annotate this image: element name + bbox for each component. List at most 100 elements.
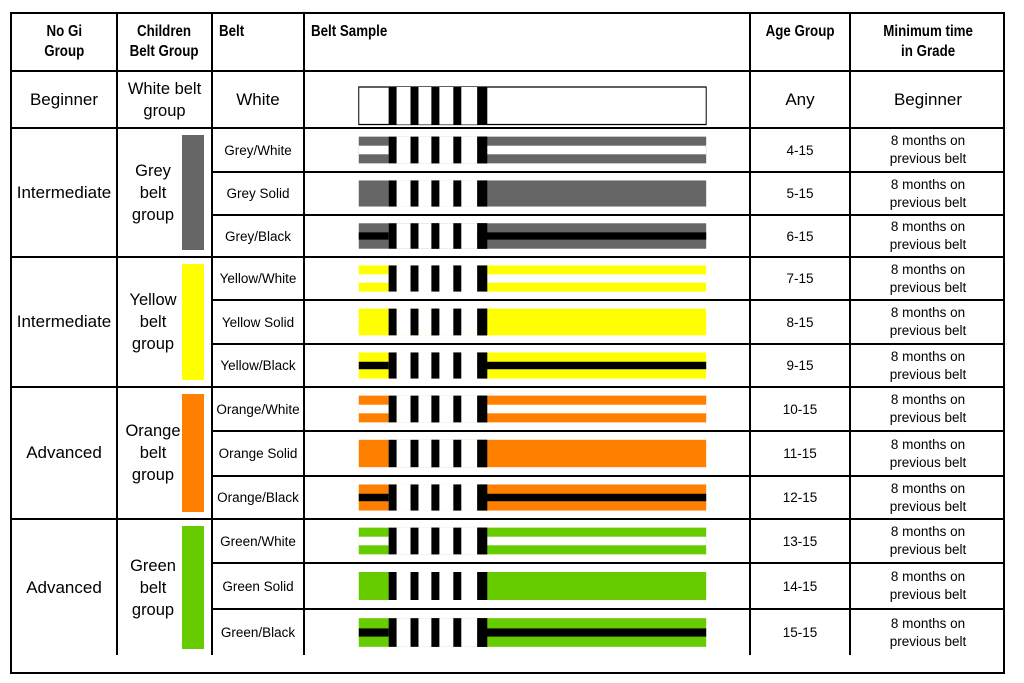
belt-rank-tip (477, 484, 488, 511)
minimum-time-cell: 8 months on previous belt (851, 477, 1005, 520)
minimum-time-cell: 8 months on previous belt (851, 564, 1005, 610)
belt-name: Yellow Solid (221, 314, 295, 330)
belt-rank-tip (431, 265, 440, 292)
belt-rank-tip (453, 527, 462, 555)
belt-sample-cell (305, 564, 751, 610)
belt-sample-graphic (358, 618, 707, 647)
belt-rank-tip (477, 87, 488, 125)
belt-rank-tip (388, 572, 397, 600)
belt-sample-graphic (358, 572, 707, 600)
age-group-value: 8-15 (786, 314, 814, 330)
belt-name: White (236, 89, 280, 109)
belt-rank-tip (477, 439, 488, 468)
belt-name-cell: Green Solid (213, 564, 305, 610)
belt-rank-tip (388, 308, 397, 336)
belt-center-stripe (358, 536, 707, 546)
belt-sample-cell (305, 610, 751, 655)
belt-center-stripe (358, 628, 707, 637)
belt-sample-cell (305, 432, 751, 477)
belt-sample-cell (305, 345, 751, 388)
belt-name-cell: Orange Solid (213, 432, 305, 477)
children-belt-group-cell: Orange belt group (118, 388, 213, 520)
belt-name-cell: Yellow/Black (213, 345, 305, 388)
belt-sample-cell (305, 301, 751, 345)
belt-name-cell: Grey/Black (213, 216, 305, 258)
belt-name: Orange/Black (217, 490, 299, 505)
belt-rank-tip (477, 618, 488, 647)
belt-rank-tip (453, 395, 462, 423)
age-group-value: 9-15 (786, 358, 814, 373)
minimum-time-cell: 8 months on previous belt (851, 216, 1005, 258)
children-belt-group-label: Grey belt group (131, 161, 175, 224)
belt-rank-tip (453, 352, 462, 379)
minimum-time-cell: 8 months on previous belt (851, 610, 1005, 655)
age-group-value: 10-15 (782, 401, 818, 417)
minimum-time-value: 8 months on previous belt (889, 436, 967, 470)
group-color-swatch (182, 526, 204, 649)
belt-sample-graphic (358, 86, 707, 126)
belt-sample-graphic (358, 136, 707, 164)
belt-rank-tip (410, 265, 419, 292)
minimum-time-value: 8 months on previous belt (889, 569, 967, 602)
belt-sample-graphic (358, 484, 707, 511)
belt-rank-tip (388, 87, 397, 125)
belt-rank-tip (388, 395, 397, 423)
no-gi-group-cell: Advanced (12, 520, 118, 655)
belt-rank-tip (453, 618, 462, 647)
belt-name: Grey/Black (224, 228, 292, 244)
belt-name-cell: Green/White (213, 520, 305, 564)
header-belt-sample: Belt Sample (305, 14, 751, 72)
belt-name: Yellow/Black (220, 358, 296, 373)
belt-rank-tip (453, 180, 462, 207)
header-no-gi-group-label: No Gi Group (44, 23, 84, 60)
children-belt-group-label: Yellow belt group (129, 291, 177, 353)
no-gi-group-cell: Advanced (12, 388, 118, 520)
belt-rank-tip (388, 618, 397, 647)
no-gi-group-label: Advanced (26, 443, 102, 462)
belt-name-cell: Orange/Black (213, 477, 305, 520)
children-belt-group-label: White belt group (127, 79, 202, 120)
belt-center-stripe (358, 232, 707, 240)
belt-rank-tip (410, 308, 419, 336)
belt-sample-cell (305, 258, 751, 301)
belt-rank-tip (410, 180, 419, 207)
minimum-time-value: 8 months on previous belt (889, 219, 967, 252)
belt-rank-tip (410, 223, 419, 249)
minimum-time-cell: 8 months on previous belt (851, 388, 1005, 432)
age-group-cell: 10-15 (751, 388, 851, 432)
belt-rank-tip (477, 136, 488, 164)
belt-rank-tip (477, 223, 488, 249)
no-gi-group-label: Advanced (26, 577, 102, 597)
belt-rank-tip (431, 180, 440, 207)
children-belt-group-cell: Green belt group (118, 520, 213, 655)
age-group-cell: 5-15 (751, 173, 851, 216)
header-age-group: Age Group (751, 14, 851, 72)
age-group-value: 5-15 (786, 186, 814, 201)
age-group-cell: 15-15 (751, 610, 851, 655)
belt-sample-cell (305, 129, 751, 173)
belt-name-cell: Yellow/White (213, 258, 305, 301)
age-group-cell: 9-15 (751, 345, 851, 388)
belt-rank-tip (388, 484, 397, 511)
minimum-time-value: 8 months on previous belt (889, 261, 967, 295)
group-color-swatch (182, 264, 204, 380)
belt-name-cell: Green/Black (213, 610, 305, 655)
minimum-time-value: 8 months on previous belt (889, 524, 967, 557)
belt-sample-graphic (358, 180, 707, 207)
belt-name: Orange/White (216, 401, 300, 417)
age-group-cell: 8-15 (751, 301, 851, 345)
belt-sample-graphic (358, 352, 707, 379)
age-group-value: 15-15 (782, 625, 818, 640)
belt-name-cell: Grey/White (213, 129, 305, 173)
age-group-value: 12-15 (782, 490, 818, 505)
minimum-time-cell: Beginner (851, 72, 1005, 129)
belt-rank-tip (410, 572, 419, 600)
belt-rank-tip (431, 527, 440, 555)
belt-name-cell: Yellow Solid (213, 301, 305, 345)
minimum-time-cell: 8 months on previous belt (851, 301, 1005, 345)
belt-name: Green/Black (220, 625, 296, 640)
belt-rank-tip (453, 572, 462, 600)
belt-rank-tip (388, 439, 397, 468)
age-group-cell: 11-15 (751, 432, 851, 477)
belt-rank-tip (453, 223, 462, 249)
